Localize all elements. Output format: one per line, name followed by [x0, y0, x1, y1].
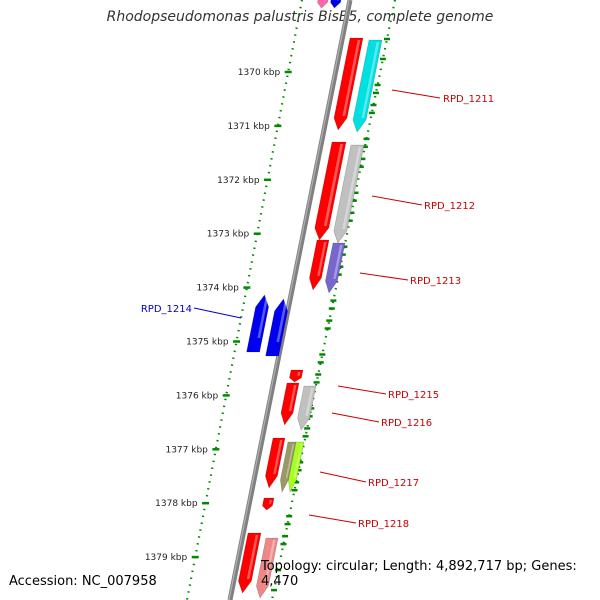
tick-label: 1370 kbp	[238, 68, 281, 78]
topology-text: Topology: circular; Length: 4,892,717 bp…	[261, 559, 577, 589]
outer-dotted-track	[185, 0, 304, 600]
gene-label-RPD_1215[interactable]: RPD_1215	[388, 390, 439, 401]
gene-arrow-RPD_1216	[297, 385, 317, 431]
callout-line-RPD_1215	[337, 385, 387, 395]
callout-line-RPD_1214	[193, 307, 242, 319]
gene-arrow-red-4	[280, 382, 300, 426]
callout-line-RPD_1211	[391, 89, 441, 99]
gene-label-RPD_1217[interactable]: RPD_1217	[368, 478, 419, 489]
gene-arrow-RPD_1213	[325, 242, 346, 294]
gene-callouts: RPD_1211 RPD_1212 RPD_1213 RPD_1214 RPD_1215…	[141, 89, 494, 530]
outer-tick-track: 1370 kbp 1371 kbp 1372 kbp 1373 kbp 1374 kbp…	[145, 0, 304, 600]
gene-arrow-RPD_1215	[289, 369, 304, 383]
gene-label-RPD_1211[interactable]: RPD_1211	[443, 94, 494, 105]
gene-arrow-RPD_1211	[352, 39, 383, 133]
gene-arrow-RPD_1217	[288, 441, 305, 493]
callout-line-RPD_1212	[371, 195, 423, 206]
gene-arrow-RPD_1212	[333, 144, 365, 244]
gene-arrow-top-blue	[330, 0, 343, 9]
tick-label: 1376 kbp	[176, 391, 219, 401]
gene-label-RPD_1218[interactable]: RPD_1218	[358, 519, 409, 530]
gene-arrow-olive	[280, 441, 297, 493]
gene-arrow-red-2	[314, 141, 347, 241]
tick-label: 1371 kbp	[227, 122, 270, 132]
gene-label-RPD_1216[interactable]: RPD_1216	[381, 418, 432, 429]
gene-label-RPD_1214[interactable]: RPD_1214	[141, 304, 192, 315]
gene-arrow-top-pink	[317, 0, 330, 9]
callout-line-RPD_1216	[331, 412, 380, 423]
gene-arrow-RPD_1214-a	[246, 294, 269, 353]
gene-label-RPD_1212[interactable]: RPD_1212	[424, 201, 475, 212]
tick-label: 1373 kbp	[207, 230, 250, 240]
callout-line-RPD_1217	[319, 471, 367, 483]
genome-backbone	[227, 0, 353, 600]
tick-label: 1372 kbp	[217, 176, 260, 186]
tick-label: 1379 kbp	[145, 553, 188, 563]
gene-arrow-RPD_1218	[262, 497, 275, 511]
gene-arrow-red-5	[265, 437, 286, 489]
gene-label-RPD_1213[interactable]: RPD_1213	[410, 276, 461, 287]
gene-arrow-pink-2	[256, 537, 279, 599]
gene-features	[238, 0, 383, 599]
gene-arrow-red-1	[333, 37, 364, 131]
tick-label: 1377 kbp	[165, 445, 208, 455]
gene-arrow-RPD_1214-b	[265, 298, 288, 357]
callout-line-RPD_1218	[308, 514, 357, 524]
accession-text: Accession: NC_007958	[9, 574, 157, 589]
gene-arrow-red-3	[309, 239, 330, 291]
tick-label: 1378 kbp	[155, 499, 198, 509]
gene-arrow-red-6	[238, 532, 262, 594]
tick-label: 1374 kbp	[196, 284, 239, 294]
callout-line-RPD_1213	[359, 272, 409, 281]
tick-label: 1375 kbp	[186, 338, 229, 348]
genome-backbone-highlight	[228, 0, 350, 600]
genome-title: Rhodopseudomonas palustris BisB5, comple…	[106, 9, 494, 25]
